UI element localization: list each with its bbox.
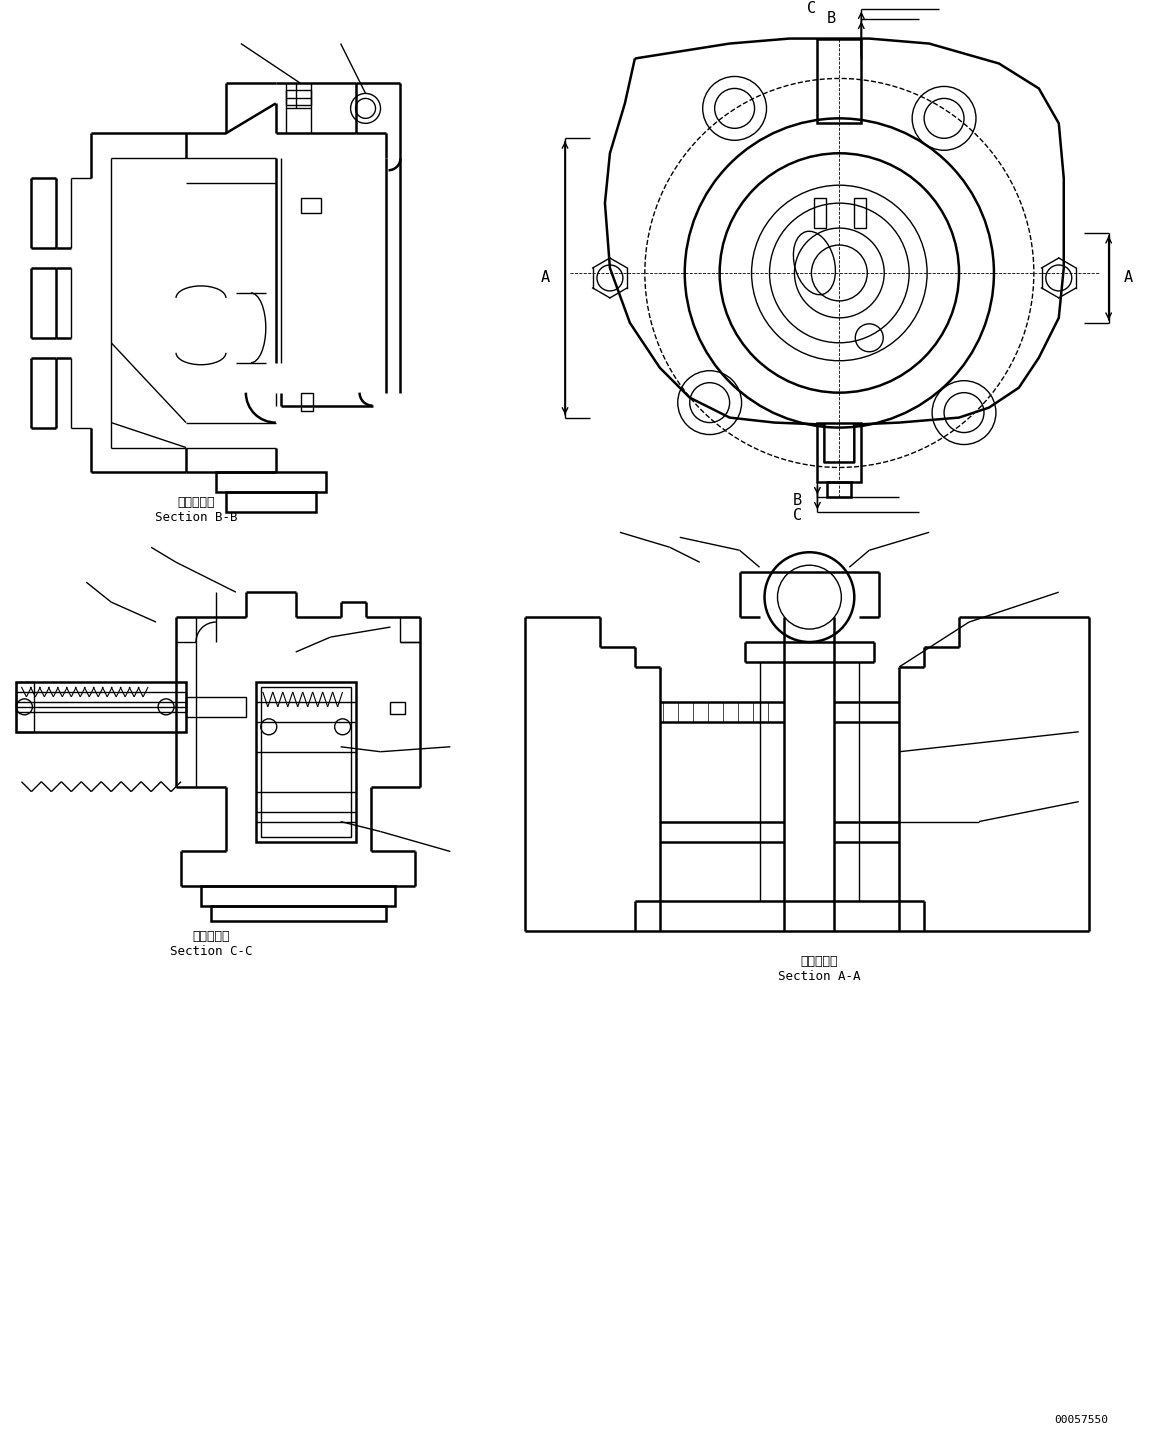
Bar xyxy=(261,687,350,836)
Bar xyxy=(818,423,862,482)
Text: A: A xyxy=(1125,271,1133,285)
Bar xyxy=(855,198,866,228)
Text: 断面Ｂ－Ｂ: 断面Ｂ－Ｂ xyxy=(177,496,215,509)
Text: Section C-C: Section C-C xyxy=(170,945,252,958)
Bar xyxy=(286,90,311,105)
Bar xyxy=(818,39,862,123)
Text: A: A xyxy=(541,271,550,285)
Text: C: C xyxy=(807,1,816,16)
Bar xyxy=(216,472,326,492)
Text: B: B xyxy=(827,11,836,26)
Text: 断面Ｃ－Ｃ: 断面Ｃ－Ｃ xyxy=(192,929,230,942)
Bar xyxy=(301,393,313,410)
Bar xyxy=(16,683,186,731)
Bar xyxy=(16,683,35,731)
Bar xyxy=(211,906,385,921)
Bar xyxy=(16,701,186,711)
Bar xyxy=(186,697,245,717)
Bar xyxy=(201,886,395,906)
Bar xyxy=(827,482,851,498)
Text: Section A-A: Section A-A xyxy=(778,969,861,982)
Bar xyxy=(16,691,186,707)
Text: 断面Ａ－Ａ: 断面Ａ－Ａ xyxy=(800,955,839,968)
Text: B: B xyxy=(793,493,802,508)
Text: 00057550: 00057550 xyxy=(1055,1415,1108,1425)
Text: Section B-B: Section B-B xyxy=(155,511,237,523)
Text: C: C xyxy=(793,508,802,523)
Bar xyxy=(256,683,356,842)
Bar xyxy=(226,492,315,512)
Bar xyxy=(391,701,406,714)
Bar xyxy=(301,198,321,214)
Bar xyxy=(814,198,827,228)
